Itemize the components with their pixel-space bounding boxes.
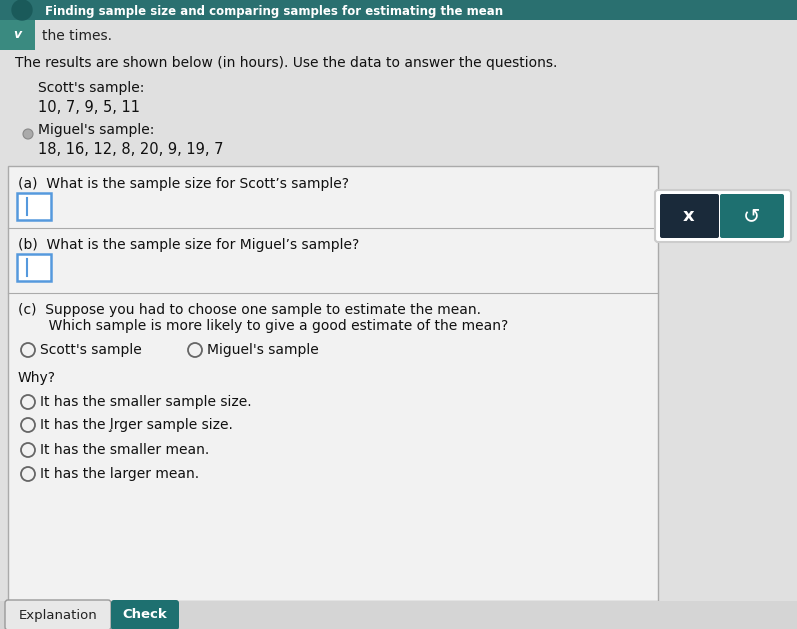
FancyBboxPatch shape (0, 20, 35, 50)
FancyBboxPatch shape (17, 254, 51, 281)
Text: Scott's sample: Scott's sample (40, 343, 142, 357)
FancyBboxPatch shape (17, 193, 51, 220)
FancyBboxPatch shape (5, 600, 111, 629)
Text: (b)  What is the sample size for Miguel’s sample?: (b) What is the sample size for Miguel’s… (18, 238, 359, 252)
Text: It has the larger mean.: It has the larger mean. (40, 467, 199, 481)
Text: 18, 16, 12, 8, 20, 9, 19, 7: 18, 16, 12, 8, 20, 9, 19, 7 (38, 143, 223, 157)
Text: Miguel's sample:: Miguel's sample: (38, 123, 155, 137)
FancyBboxPatch shape (655, 190, 791, 242)
Text: Miguel's sample: Miguel's sample (207, 343, 319, 357)
FancyBboxPatch shape (8, 166, 658, 601)
FancyBboxPatch shape (720, 194, 784, 238)
Text: Explanation: Explanation (18, 608, 97, 621)
FancyBboxPatch shape (0, 20, 797, 629)
FancyBboxPatch shape (111, 600, 179, 629)
FancyBboxPatch shape (660, 194, 719, 238)
Text: The results are shown below (in hours). Use the data to answer the questions.: The results are shown below (in hours). … (15, 56, 557, 70)
Text: It has the smaller mean.: It has the smaller mean. (40, 443, 210, 457)
Text: Scott's sample:: Scott's sample: (38, 81, 144, 95)
Text: v: v (13, 28, 21, 42)
FancyBboxPatch shape (0, 601, 797, 629)
Circle shape (23, 129, 33, 139)
Text: the times.: the times. (42, 29, 112, 43)
Text: (c)  Suppose you had to choose one sample to estimate the mean.: (c) Suppose you had to choose one sample… (18, 303, 481, 317)
Text: 10, 7, 9, 5, 11: 10, 7, 9, 5, 11 (38, 101, 140, 116)
Text: It has the smaller sample size.: It has the smaller sample size. (40, 395, 252, 409)
Text: x: x (683, 207, 695, 225)
Text: Finding sample size and comparing samples for estimating the mean: Finding sample size and comparing sample… (45, 4, 503, 18)
Text: It has the ļrger sample size.: It has the ļrger sample size. (40, 418, 233, 432)
Text: ↺: ↺ (744, 206, 761, 226)
Text: Check: Check (123, 608, 167, 621)
Circle shape (12, 0, 32, 20)
FancyBboxPatch shape (0, 0, 797, 20)
Text: (a)  What is the sample size for Scott’s sample?: (a) What is the sample size for Scott’s … (18, 177, 349, 191)
Text: Why?: Why? (18, 371, 56, 385)
Text: Which sample is more likely to give a good estimate of the mean?: Which sample is more likely to give a go… (18, 319, 508, 333)
